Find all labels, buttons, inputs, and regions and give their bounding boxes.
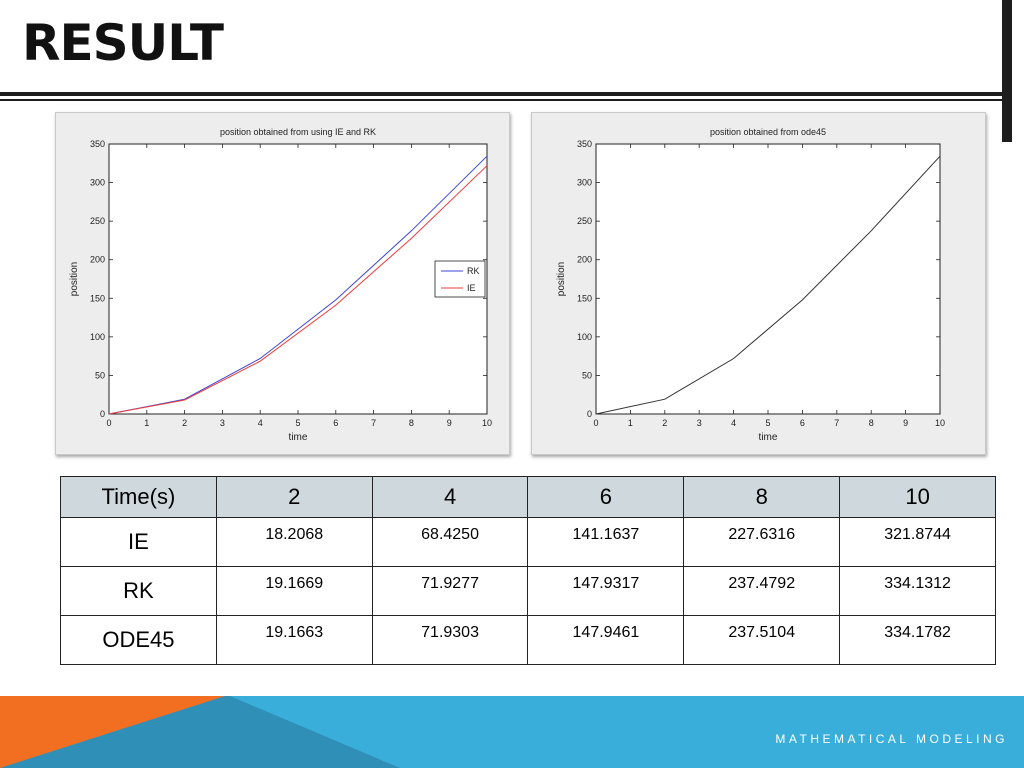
y-tick-label: 150 [577, 293, 592, 303]
table-cell: 71.9277 [371, 566, 529, 616]
x-tick-label: 8 [409, 418, 414, 428]
x-tick-label: 6 [333, 418, 338, 428]
table-cell: 147.9317 [527, 566, 685, 616]
table-cell: 334.1782 [839, 615, 996, 665]
x-tick-label: 8 [869, 418, 874, 428]
table-header-cell: 2 [215, 476, 373, 518]
table-header-cell: Time(s) [60, 476, 217, 518]
table-cell: 18.2068 [215, 517, 373, 567]
x-tick-label: 1 [628, 418, 633, 428]
series-line-ie [108, 165, 488, 415]
corner-accent-bar [1002, 0, 1012, 142]
chart-legend: RK IE [434, 260, 486, 298]
row-label: IE [60, 517, 217, 567]
y-tick-label: 350 [90, 139, 105, 149]
legend-label-rk: RK [467, 266, 480, 276]
y-axis-label: position [69, 262, 80, 296]
table-cell: 334.1312 [839, 566, 996, 616]
table-row: IE 18.2068 68.4250 141.1637 227.6316 321… [60, 517, 996, 567]
table-header-cell: 4 [371, 476, 529, 518]
y-tick-label: 350 [577, 139, 592, 149]
y-tick-label: 100 [577, 332, 592, 342]
x-tick-label: 0 [106, 418, 111, 428]
series-line-ode45 [595, 155, 941, 415]
table-cell: 19.1669 [215, 566, 373, 616]
chart-ode45: 0 1 2 3 4 5 6 7 8 9 10 0 50 100 150 200 250 300 350 positio… [531, 112, 986, 455]
x-tick-label: 2 [182, 418, 187, 428]
plot-area [108, 143, 488, 415]
table-cell: 71.9303 [371, 615, 529, 665]
x-tick-label: 10 [482, 418, 492, 428]
chart-title: position obtained from using IE and RK [220, 127, 376, 137]
table-header-row: Time(s) 2 4 6 8 10 [60, 476, 996, 518]
row-label: RK [60, 566, 217, 616]
x-tick-label: 2 [662, 418, 667, 428]
table-header-cell: 6 [527, 476, 685, 518]
y-tick-label: 300 [90, 178, 105, 188]
table-cell: 147.9461 [527, 615, 685, 665]
results-table: Time(s) 2 4 6 8 10 IE 18.2068 68.4250 14… [60, 476, 996, 665]
x-tick-label: 4 [731, 418, 736, 428]
table-cell: 141.1637 [527, 517, 685, 567]
x-axis-label: time [759, 432, 778, 443]
plot-area [595, 143, 941, 415]
y-axis-label: position [556, 262, 567, 296]
row-label: ODE45 [60, 615, 217, 665]
x-tick-label: 3 [220, 418, 225, 428]
title-underline-thin [0, 99, 1014, 101]
corner-gap [1012, 0, 1024, 142]
chart-svg: 0 1 2 3 4 5 6 7 8 9 10050100150200250300350positio… [69, 127, 492, 443]
x-tick-label: 1 [144, 418, 149, 428]
y-tick-label: 0 [587, 409, 592, 419]
table-cell: 19.1663 [215, 615, 373, 665]
x-tick-label: 7 [834, 418, 839, 428]
x-tick-label: 9 [447, 418, 452, 428]
y-tick-label: 100 [90, 332, 105, 342]
footer-decoration [0, 696, 400, 768]
slide-title: RESULT [22, 14, 224, 72]
title-underline [0, 92, 1014, 96]
footer-band: MATHEMATICAL MODELING [0, 696, 1024, 768]
table-header-cell: 10 [839, 476, 996, 518]
table-header-cell: 8 [683, 476, 841, 518]
table-row: RK 19.1669 71.9277 147.9317 237.4792 334… [60, 566, 996, 616]
table-cell: 237.5104 [683, 615, 841, 665]
x-tick-label: 5 [295, 418, 300, 428]
y-tick-label: 200 [577, 255, 592, 265]
chart-svg: 0 1 2 3 4 5 6 7 8 9 10050100150200250300350positio… [556, 127, 945, 443]
table-cell: 321.8744 [839, 517, 996, 567]
table-cell: 227.6316 [683, 517, 841, 567]
y-tick-label: 50 [582, 370, 592, 380]
x-tick-label: 6 [800, 418, 805, 428]
table-cell: 237.4792 [683, 566, 841, 616]
x-tick-label: 3 [697, 418, 702, 428]
footer-label: MATHEMATICAL MODELING [775, 732, 1008, 746]
x-tick-label: 10 [935, 418, 945, 428]
chart-title: position obtained from ode45 [710, 127, 826, 137]
series-line-rk [108, 155, 488, 415]
legend-label-ie: IE [467, 283, 476, 293]
y-tick-label: 250 [90, 216, 105, 226]
y-tick-label: 300 [577, 178, 592, 188]
chart-ie-rk: 0 1 2 3 4 5 6 7 8 9 10 0 50 100 150 200 250 300 350 positio… [55, 112, 510, 455]
x-tick-label: 5 [765, 418, 770, 428]
y-tick-label: 150 [90, 293, 105, 303]
x-tick-label: 9 [903, 418, 908, 428]
x-tick-label: 4 [258, 418, 263, 428]
legend-box [434, 260, 486, 298]
y-tick-label: 200 [90, 255, 105, 265]
y-tick-label: 250 [577, 216, 592, 226]
table-cell: 68.4250 [371, 517, 529, 567]
y-tick-label: 50 [95, 370, 105, 380]
table-row: ODE45 19.1663 71.9303 147.9461 237.5104 … [60, 615, 996, 665]
y-tick-label: 0 [100, 409, 105, 419]
x-tick-label: 0 [593, 418, 598, 428]
x-axis-label: time [289, 432, 308, 443]
x-tick-label: 7 [371, 418, 376, 428]
